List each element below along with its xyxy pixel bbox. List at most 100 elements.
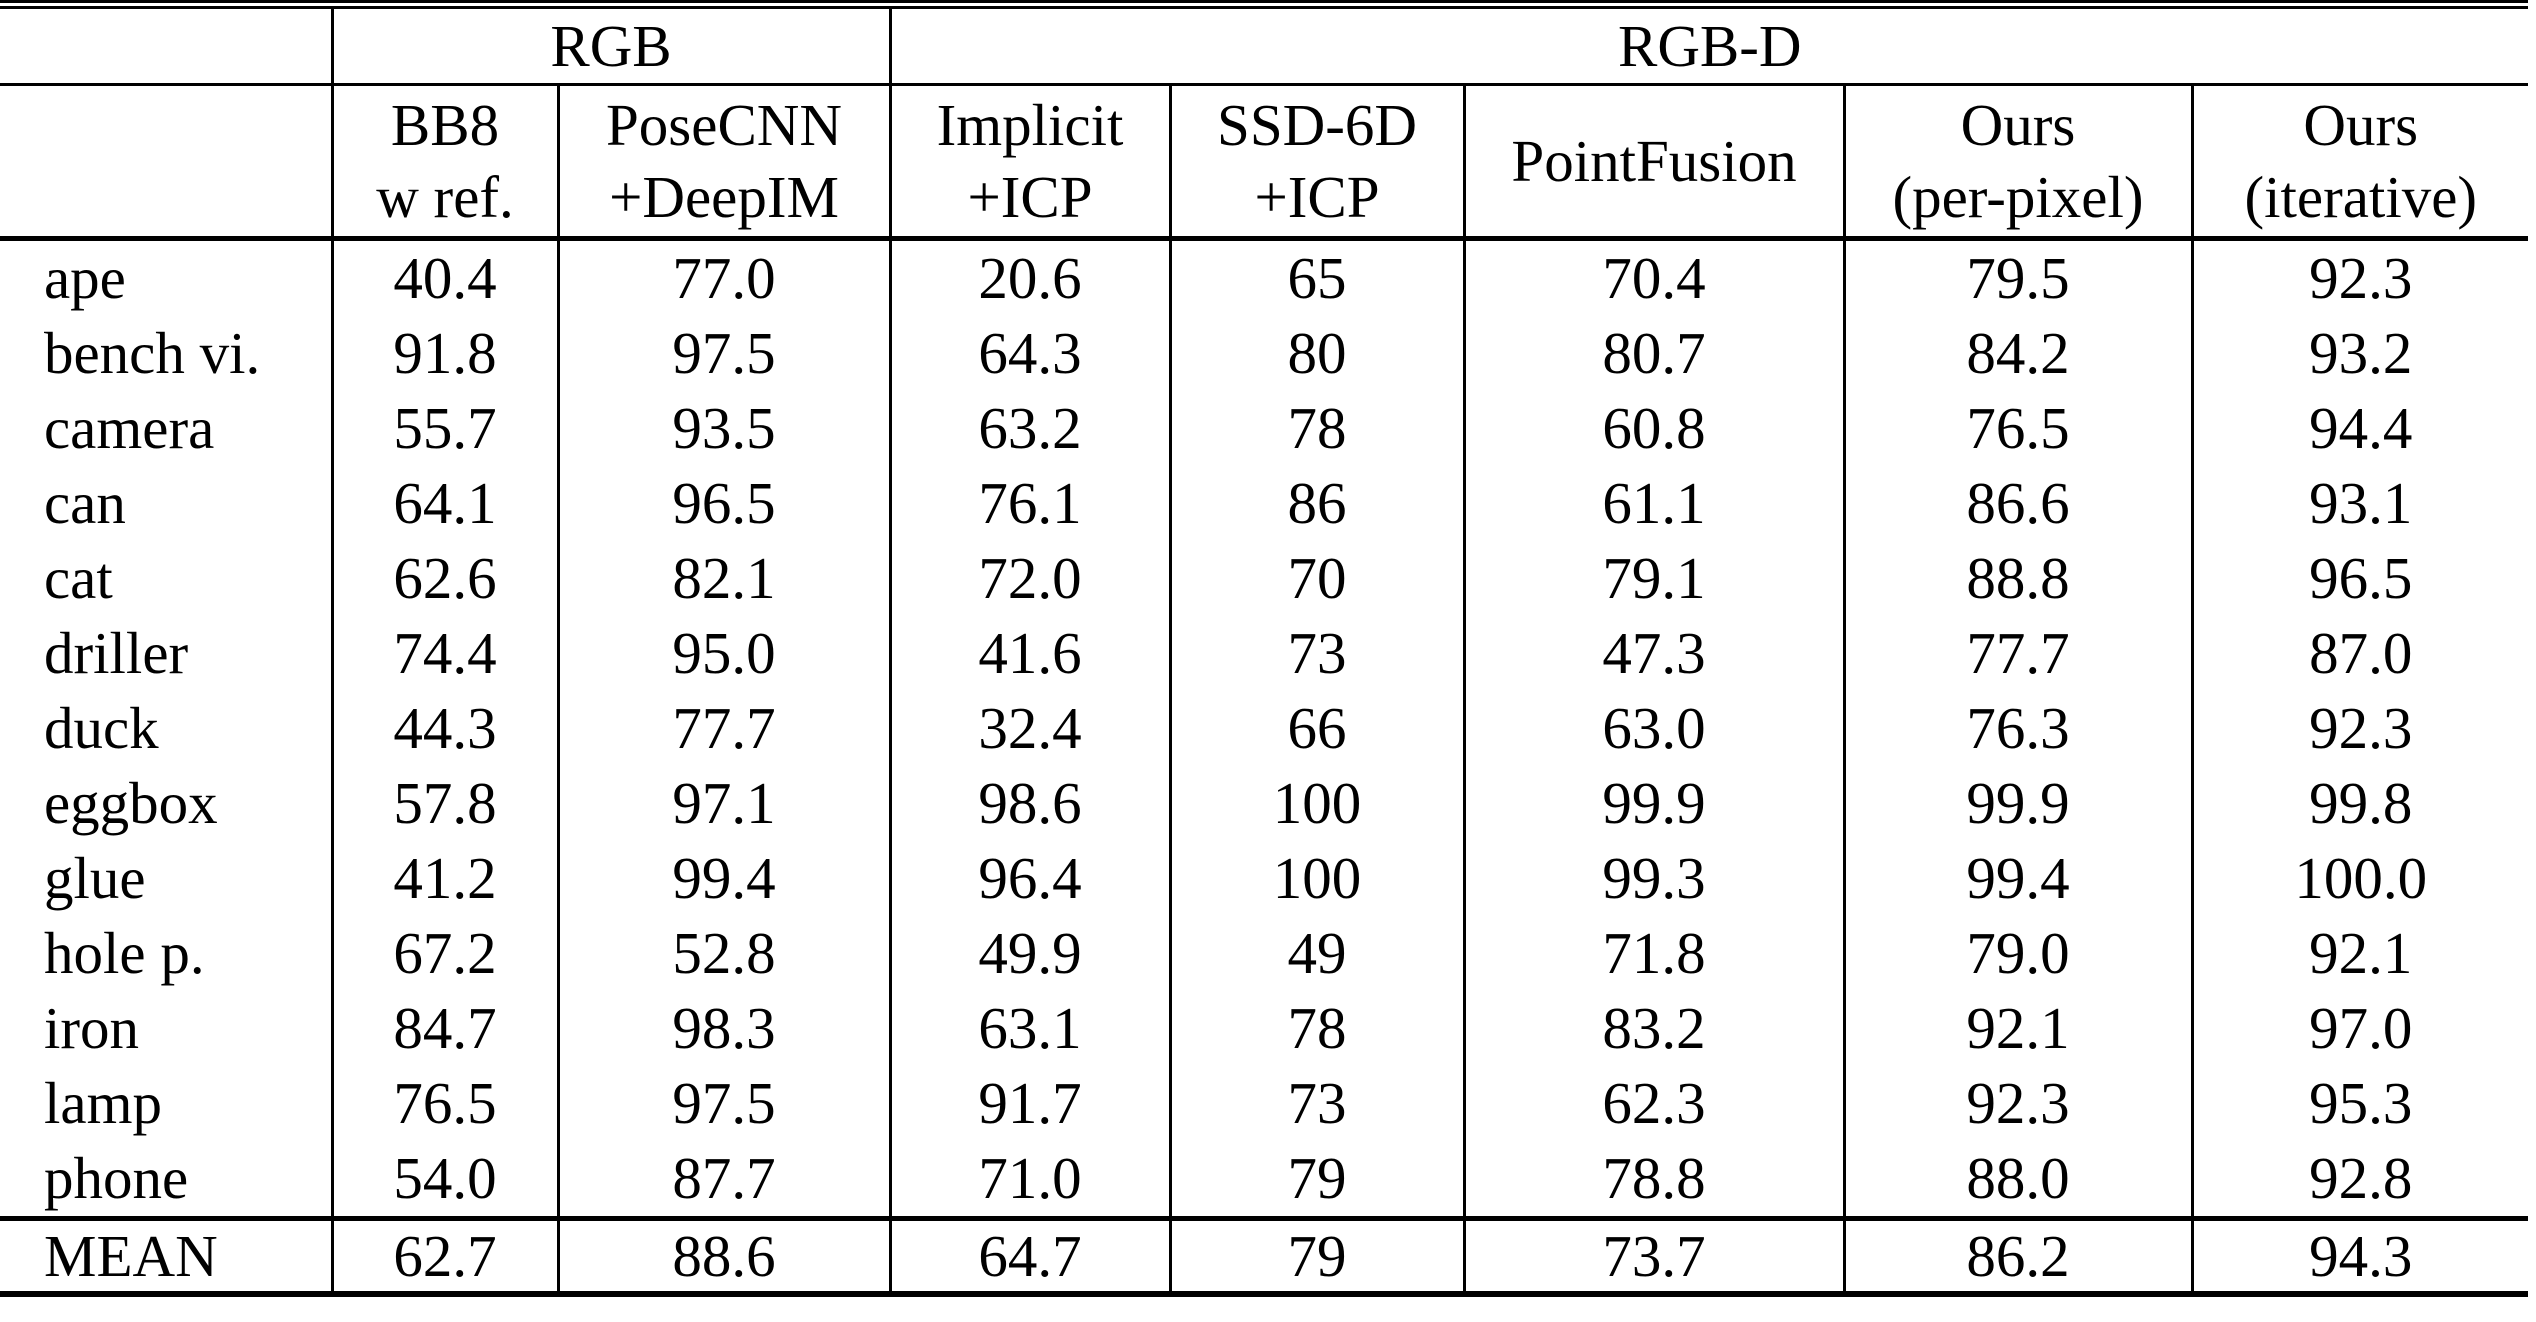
value-cell: 88.0: [1842, 1141, 2193, 1219]
value-cell: 77.0: [556, 238, 891, 316]
col-header-pointfusion: PointFusion: [1462, 84, 1845, 241]
value-cell: 57.8: [330, 766, 558, 841]
value-cell: 78: [1168, 991, 1465, 1066]
value-cell: 78.8: [1462, 1141, 1845, 1219]
value-cell: 98.3: [556, 991, 891, 1066]
value-cell: 64.7: [888, 1216, 1171, 1294]
value-cell: 63.2: [888, 391, 1171, 466]
value-cell: 91.8: [330, 316, 558, 391]
value-cell: 67.2: [330, 916, 558, 991]
value-cell: 63.1: [888, 991, 1171, 1066]
value-cell: 100: [1168, 841, 1465, 916]
col-header-line1: Implicit: [936, 92, 1124, 158]
value-cell: 76.5: [330, 1066, 558, 1141]
col-header-posecnn: PoseCNN +DeepIM: [556, 84, 891, 241]
value-cell: 41.2: [330, 841, 558, 916]
value-cell: 100.0: [2190, 841, 2529, 916]
value-cell: 91.7: [888, 1066, 1171, 1141]
value-cell: 92.3: [1842, 1066, 2193, 1141]
value-cell: 97.5: [556, 316, 891, 391]
value-cell: 62.7: [330, 1216, 558, 1294]
row-label: hole p.: [44, 920, 205, 986]
value-cell: 77.7: [556, 691, 891, 766]
value-cell: 73: [1168, 1066, 1465, 1141]
results-table: RGB RGB-D BB8 w ref. PoseCNN +DeepIM Imp…: [0, 0, 2529, 1297]
table-row: eggbox 57.8 97.1 98.6 100 99.9 99.9 99.8: [0, 766, 2529, 841]
table-row: glue 41.2 99.4 96.4 100 99.3 99.4 100.0: [0, 841, 2529, 916]
table-body: ape 40.4 77.0 20.6 65 70.4 79.5 92.3 bench vi. 91…: [0, 238, 2529, 1294]
value-cell: 95.3: [2190, 1066, 2529, 1141]
row-label: phone: [44, 1145, 189, 1211]
col-header-line2: w ref.: [376, 164, 514, 230]
group-header-row: RGB RGB-D: [0, 4, 2529, 86]
row-label: cat: [44, 545, 113, 611]
col-header-ours-per-pixel: Ours (per-pixel): [1842, 84, 2193, 241]
value-cell: 83.2: [1462, 991, 1845, 1066]
col-header-line2: (per-pixel): [1892, 164, 2144, 230]
value-cell: 88.8: [1842, 541, 2193, 616]
value-cell: 80: [1168, 316, 1465, 391]
value-cell: 70: [1168, 541, 1465, 616]
value-cell: 80.7: [1462, 316, 1845, 391]
group-header-rgbd: RGB-D: [888, 4, 2529, 86]
value-cell: 86: [1168, 466, 1465, 541]
row-label: iron: [44, 995, 140, 1061]
value-cell: 97.0: [2190, 991, 2529, 1066]
value-cell: 52.8: [556, 916, 891, 991]
value-cell: 76.3: [1842, 691, 2193, 766]
value-cell: 99.9: [1462, 766, 1845, 841]
value-cell: 71.0: [888, 1141, 1171, 1219]
value-cell: 47.3: [1462, 616, 1845, 691]
col-header-implicit: Implicit +ICP: [888, 84, 1171, 241]
value-cell: 78: [1168, 391, 1465, 466]
row-label: driller: [44, 620, 189, 686]
table-row: bench vi. 91.8 97.5 64.3 80 80.7 84.2 93.2: [0, 316, 2529, 391]
value-cell: 99.4: [556, 841, 891, 916]
mean-row: MEAN 62.7 88.6 64.7 79 73.7 86.2 94.3: [0, 1216, 2529, 1294]
value-cell: 98.6: [888, 766, 1171, 841]
row-label: eggbox: [44, 770, 218, 836]
value-cell: 76.1: [888, 466, 1171, 541]
value-cell: 94.4: [2190, 391, 2529, 466]
table-row: hole p. 67.2 52.8 49.9 49 71.8 79.0 92.1: [0, 916, 2529, 991]
value-cell: 79.5: [1842, 238, 2193, 316]
value-cell: 79.0: [1842, 916, 2193, 991]
value-cell: 86.6: [1842, 466, 2193, 541]
value-cell: 63.0: [1462, 691, 1845, 766]
value-cell: 70.4: [1462, 238, 1845, 316]
table-row: lamp 76.5 97.5 91.7 73 62.3 92.3 95.3: [0, 1066, 2529, 1141]
value-cell: 92.1: [1842, 991, 2193, 1066]
value-cell: 84.7: [330, 991, 558, 1066]
col-header-line2: +DeepIM: [609, 164, 839, 230]
col-header-line1: PointFusion: [1511, 128, 1797, 194]
value-cell: 96.5: [2190, 541, 2529, 616]
value-cell: 93.1: [2190, 466, 2529, 541]
value-cell: 44.3: [330, 691, 558, 766]
value-cell: 79: [1168, 1141, 1465, 1219]
value-cell: 62.6: [330, 541, 558, 616]
value-cell: 49: [1168, 916, 1465, 991]
row-label: camera: [44, 395, 215, 461]
col-header-line2: +ICP: [967, 164, 1093, 230]
value-cell: 96.4: [888, 841, 1171, 916]
table-row: iron 84.7 98.3 63.1 78 83.2 92.1 97.0: [0, 991, 2529, 1066]
value-cell: 74.4: [330, 616, 558, 691]
value-cell: 40.4: [330, 238, 558, 316]
row-label: bench vi.: [44, 320, 261, 386]
table-row: phone 54.0 87.7 71.0 79 78.8 88.0 92.8: [0, 1141, 2529, 1219]
value-cell: 64.1: [330, 466, 558, 541]
value-cell: 95.0: [556, 616, 891, 691]
col-header-ssd6d: SSD-6D +ICP: [1168, 84, 1465, 241]
value-cell: 96.5: [556, 466, 891, 541]
value-cell: 97.1: [556, 766, 891, 841]
value-cell: 87.0: [2190, 616, 2529, 691]
value-cell: 82.1: [556, 541, 891, 616]
col-header-line1: PoseCNN: [605, 92, 843, 158]
row-label: ape: [44, 245, 126, 311]
value-cell: 76.5: [1842, 391, 2193, 466]
value-cell: 92.8: [2190, 1141, 2529, 1219]
value-cell: 73: [1168, 616, 1465, 691]
table-row: duck 44.3 77.7 32.4 66 63.0 76.3 92.3: [0, 691, 2529, 766]
value-cell: 61.1: [1462, 466, 1845, 541]
value-cell: 64.3: [888, 316, 1171, 391]
